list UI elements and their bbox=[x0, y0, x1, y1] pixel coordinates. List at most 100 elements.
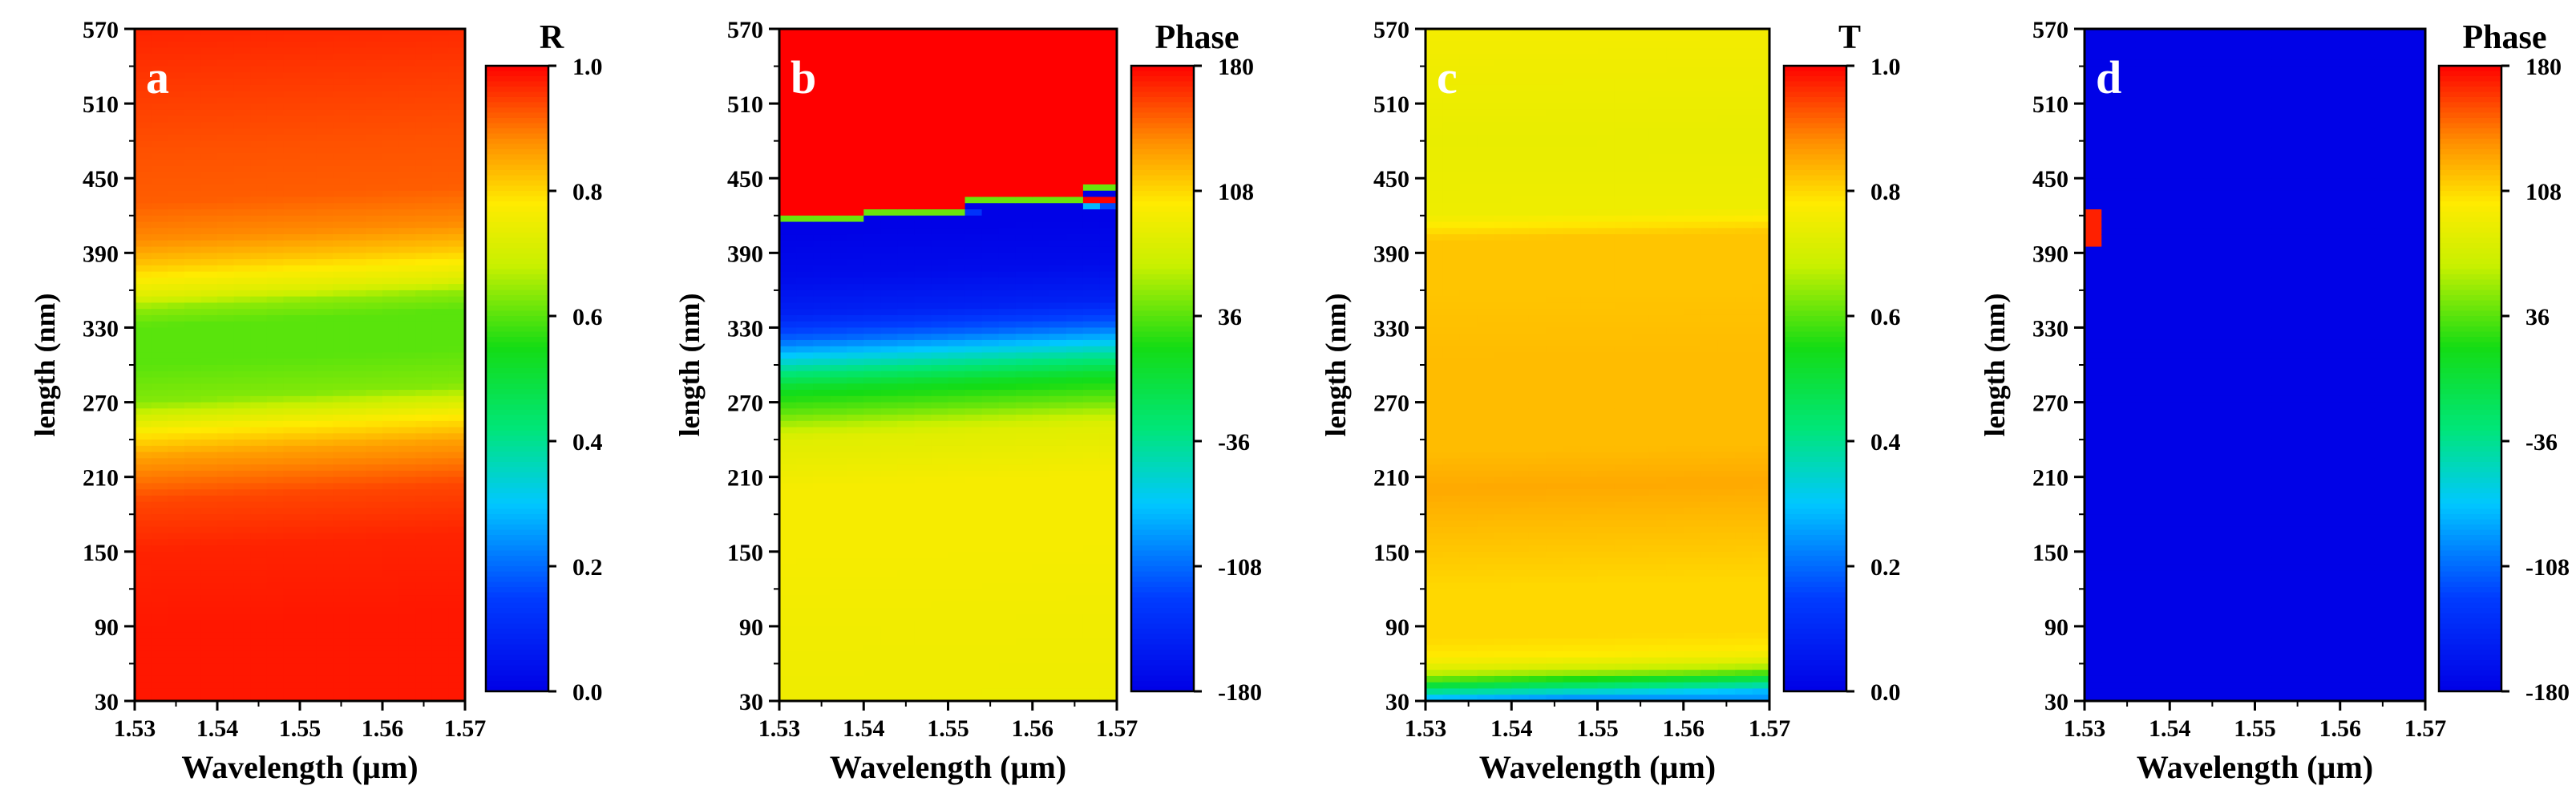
heat-cell bbox=[998, 97, 1017, 104]
heat-cell bbox=[1015, 284, 1033, 291]
heat-cell bbox=[1442, 395, 1461, 403]
heat-cell bbox=[948, 614, 966, 621]
heat-cell bbox=[863, 165, 881, 173]
y-axis-label: length (nm) bbox=[673, 294, 706, 437]
heat-cell bbox=[914, 79, 932, 86]
heat-cell bbox=[448, 408, 466, 415]
heat-cell bbox=[366, 607, 383, 614]
heat-cell bbox=[333, 271, 350, 278]
heat-cell bbox=[300, 539, 317, 546]
heat-cell bbox=[964, 91, 983, 98]
heat-cell bbox=[184, 476, 201, 484]
heat-cell bbox=[431, 576, 449, 584]
heat-cell bbox=[1066, 395, 1084, 403]
heat-cell bbox=[1459, 470, 1478, 478]
colorbar-segment bbox=[486, 681, 548, 687]
heat-cell bbox=[1099, 365, 1118, 372]
heat-cell bbox=[1066, 688, 1084, 695]
heat-cell bbox=[366, 445, 383, 453]
heat-cell bbox=[431, 128, 449, 136]
heat-cell bbox=[366, 103, 383, 111]
heat-cell bbox=[1442, 203, 1461, 210]
heat-cell bbox=[448, 415, 466, 422]
heat-cell bbox=[333, 688, 350, 695]
heat-cell bbox=[398, 122, 416, 129]
heat-cell bbox=[200, 551, 218, 559]
heat-cell bbox=[847, 203, 864, 210]
heat-cell bbox=[283, 47, 301, 55]
heat-cell bbox=[448, 570, 466, 577]
heat-cell bbox=[217, 371, 235, 379]
heat-cell bbox=[366, 551, 383, 559]
heat-cell bbox=[1049, 240, 1067, 248]
heat-cell bbox=[168, 365, 185, 372]
heat-cell bbox=[931, 321, 949, 329]
heat-cell bbox=[897, 209, 915, 217]
heat-cell bbox=[880, 570, 898, 577]
heat-cell bbox=[1049, 645, 1067, 652]
heat-cell bbox=[233, 103, 251, 111]
heat-cell bbox=[168, 551, 185, 559]
colorbar-segment bbox=[1131, 540, 1194, 546]
heat-cell bbox=[1082, 526, 1101, 534]
heat-cell bbox=[184, 271, 201, 278]
colorbar-frame bbox=[484, 64, 550, 693]
heat-cell bbox=[847, 240, 864, 248]
heat-cell bbox=[1425, 452, 1444, 459]
heat-cell bbox=[168, 601, 185, 609]
heat-cell bbox=[135, 390, 152, 397]
heat-cell bbox=[931, 203, 949, 210]
heat-cell bbox=[964, 557, 983, 565]
heat-cell bbox=[1082, 314, 1101, 322]
heat-cell bbox=[1459, 221, 1478, 229]
heat-cell bbox=[398, 203, 416, 210]
colorbar-segment bbox=[486, 160, 548, 166]
heat-cell bbox=[981, 203, 1000, 210]
heat-cell bbox=[1459, 408, 1478, 415]
colorbar-segment bbox=[1131, 331, 1194, 338]
heat-cell bbox=[880, 59, 898, 67]
heat-cell bbox=[796, 638, 814, 646]
heat-cell bbox=[1459, 352, 1478, 359]
heat-cell bbox=[948, 140, 966, 148]
heat-cell bbox=[217, 172, 235, 179]
colorbar-segment bbox=[1131, 87, 1194, 93]
heat-cell bbox=[1082, 663, 1101, 670]
heat-cell bbox=[217, 626, 235, 634]
heat-cell bbox=[431, 508, 449, 515]
heat-cell bbox=[151, 346, 168, 354]
heat-cell bbox=[998, 695, 1017, 702]
heat-cell bbox=[250, 29, 268, 36]
heat-cell bbox=[184, 564, 201, 571]
heat-cell bbox=[998, 433, 1017, 440]
heat-cell bbox=[300, 452, 317, 459]
heat-cell bbox=[266, 327, 284, 334]
heat-cell bbox=[250, 408, 268, 415]
heat-cell bbox=[863, 327, 881, 334]
heat-cell bbox=[250, 645, 268, 652]
heat-cell bbox=[431, 607, 449, 614]
colorbar-segment bbox=[1131, 508, 1194, 515]
heat-cell bbox=[448, 334, 466, 341]
heat-cell bbox=[1099, 551, 1118, 559]
heat-cell bbox=[184, 383, 201, 391]
heat-cell bbox=[1015, 134, 1033, 142]
heat-cell bbox=[813, 526, 831, 534]
heat-cell bbox=[796, 365, 814, 372]
heat-cell bbox=[964, 601, 983, 609]
heat-cell bbox=[266, 420, 284, 428]
heat-cell bbox=[830, 564, 847, 571]
heat-cell bbox=[1425, 91, 1444, 98]
heat-cell bbox=[266, 452, 284, 459]
heat-cell bbox=[897, 614, 915, 621]
heat-cell bbox=[266, 570, 284, 577]
heat-cell bbox=[813, 520, 831, 528]
heat-cell bbox=[880, 54, 898, 61]
heat-cell bbox=[931, 103, 949, 111]
heat-cell bbox=[382, 390, 400, 397]
heat-cell bbox=[1099, 539, 1118, 546]
heat-cell bbox=[151, 147, 168, 154]
heat-cell bbox=[448, 582, 466, 589]
heat-cell bbox=[813, 589, 831, 596]
heat-cell bbox=[382, 439, 400, 447]
